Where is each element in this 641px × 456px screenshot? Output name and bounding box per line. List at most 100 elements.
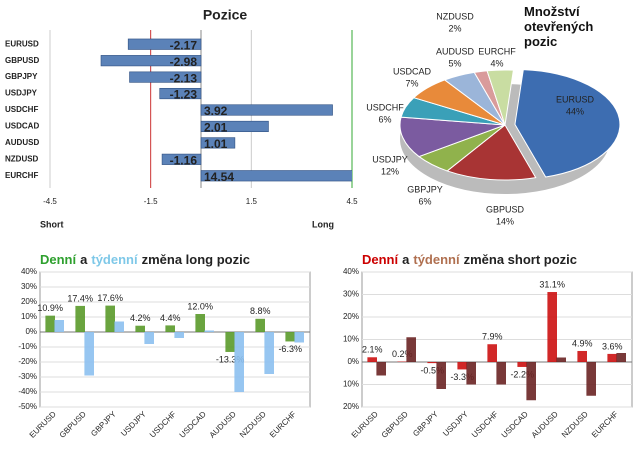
y-tick-label: 0% xyxy=(25,327,37,336)
value-label: -1.16 xyxy=(170,154,198,168)
x-tick-label: USDCHF xyxy=(148,409,178,439)
bar xyxy=(586,362,596,396)
x-tick-label: GBPJPY xyxy=(89,409,118,438)
y-tick-label: -30% xyxy=(18,372,37,381)
annotation: Long xyxy=(312,219,334,229)
value-label: 4.2% xyxy=(130,313,151,323)
slice-value: 7% xyxy=(405,78,418,88)
bar xyxy=(165,325,175,332)
value-label: -6.3% xyxy=(278,344,302,354)
value-label: 8.8% xyxy=(250,306,271,316)
bar xyxy=(54,320,64,332)
bar xyxy=(200,137,236,149)
title-part: změna short pozic xyxy=(464,252,577,267)
value-label: 2.1% xyxy=(362,345,383,355)
slice-label: GBPJPY xyxy=(407,184,443,194)
x-tick-label: 1.5 xyxy=(246,197,258,206)
bar xyxy=(234,332,244,392)
value-label: -1.23 xyxy=(170,88,198,102)
category-label: USDJPY xyxy=(5,89,38,98)
bar xyxy=(517,362,527,367)
x-tick-label: USDCHF xyxy=(470,409,500,439)
value-label: -2.17 xyxy=(170,38,198,52)
slice-label: GBPUSD xyxy=(486,204,525,214)
title-part: a xyxy=(80,252,88,267)
bar xyxy=(84,332,94,376)
bar xyxy=(129,71,202,83)
x-tick-label: USDCAD xyxy=(178,409,208,439)
bar xyxy=(547,292,557,362)
slice-value: 12% xyxy=(381,166,399,176)
bar xyxy=(607,353,617,362)
bar xyxy=(457,362,467,370)
y-tick-label: -10% xyxy=(18,342,37,351)
x-tick-label: EURUSD xyxy=(28,409,58,439)
value-label: -0.5% xyxy=(420,366,444,376)
bar xyxy=(264,332,274,374)
slice-value: 6% xyxy=(378,114,391,124)
bar xyxy=(200,104,333,116)
category-label: USDCAD xyxy=(5,122,39,131)
pie-slice xyxy=(486,69,514,126)
x-tick-label: -1.5 xyxy=(144,197,158,206)
title-part: a xyxy=(402,252,410,267)
bar xyxy=(45,315,55,332)
value-label: 14.54 xyxy=(204,170,234,184)
chart-title: Pozice xyxy=(203,7,248,23)
bar xyxy=(161,153,202,165)
value-label: -2.98 xyxy=(170,55,198,69)
y-tick-label: 30% xyxy=(343,290,359,299)
bar xyxy=(367,357,377,362)
x-tick-label: AUDUSD xyxy=(530,409,560,439)
slice-label: EURCHF xyxy=(478,46,516,56)
category-label: USDCHF xyxy=(5,105,38,114)
slice-label: USDCAD xyxy=(393,66,432,76)
x-tick-label: AUDUSD xyxy=(208,409,238,439)
value-label: -2.2% xyxy=(510,369,534,379)
bar xyxy=(174,332,184,338)
y-tick-label: 10% xyxy=(343,335,359,344)
pie-slice xyxy=(399,116,506,158)
pie-title-box: Množství otevřených pozic xyxy=(524,4,593,49)
bar xyxy=(127,38,202,50)
value-label: 17.6% xyxy=(97,293,123,303)
title-part: týdenní xyxy=(413,252,460,267)
value-label: 3.92 xyxy=(204,104,228,118)
slice-value: 14% xyxy=(496,216,514,226)
bar xyxy=(200,170,352,182)
x-tick-label: USDJPY xyxy=(119,409,148,438)
y-tick-label: 20% xyxy=(343,312,359,321)
y-tick-label: 40% xyxy=(343,267,359,276)
bar xyxy=(436,362,446,389)
category-label: NZDUSD xyxy=(5,154,39,163)
title-part: Denní xyxy=(40,252,77,267)
slice-value: 2% xyxy=(448,23,461,33)
category-label: AUDUSD xyxy=(5,138,39,147)
value-label: 0.2% xyxy=(392,349,413,359)
value-label: 4.4% xyxy=(160,313,181,323)
value-label: 10.9% xyxy=(37,303,63,313)
x-tick-label: 4.5 xyxy=(346,197,358,206)
y-tick-label: 20% xyxy=(343,402,359,411)
bar xyxy=(200,120,269,133)
bar xyxy=(616,353,626,362)
title-part: týdenní xyxy=(91,252,138,267)
y-tick-label: -20% xyxy=(18,357,37,366)
pie-slice xyxy=(446,124,537,181)
bar xyxy=(75,305,85,332)
bar xyxy=(294,332,304,343)
bar xyxy=(195,314,205,332)
value-label: 31.1% xyxy=(539,279,565,289)
value-label: 7.9% xyxy=(482,332,503,342)
bar xyxy=(100,55,202,67)
y-tick-label: -40% xyxy=(18,387,37,396)
slice-label: EURUSD xyxy=(556,94,595,104)
x-tick-label: -4.5 xyxy=(43,197,57,206)
y-tick-label: 20% xyxy=(21,297,37,306)
y-tick-label: 30% xyxy=(21,282,37,291)
x-tick-label: USDCAD xyxy=(500,409,530,439)
bar xyxy=(204,330,214,332)
category-label: EURCHF xyxy=(5,171,38,180)
bar xyxy=(466,362,476,385)
